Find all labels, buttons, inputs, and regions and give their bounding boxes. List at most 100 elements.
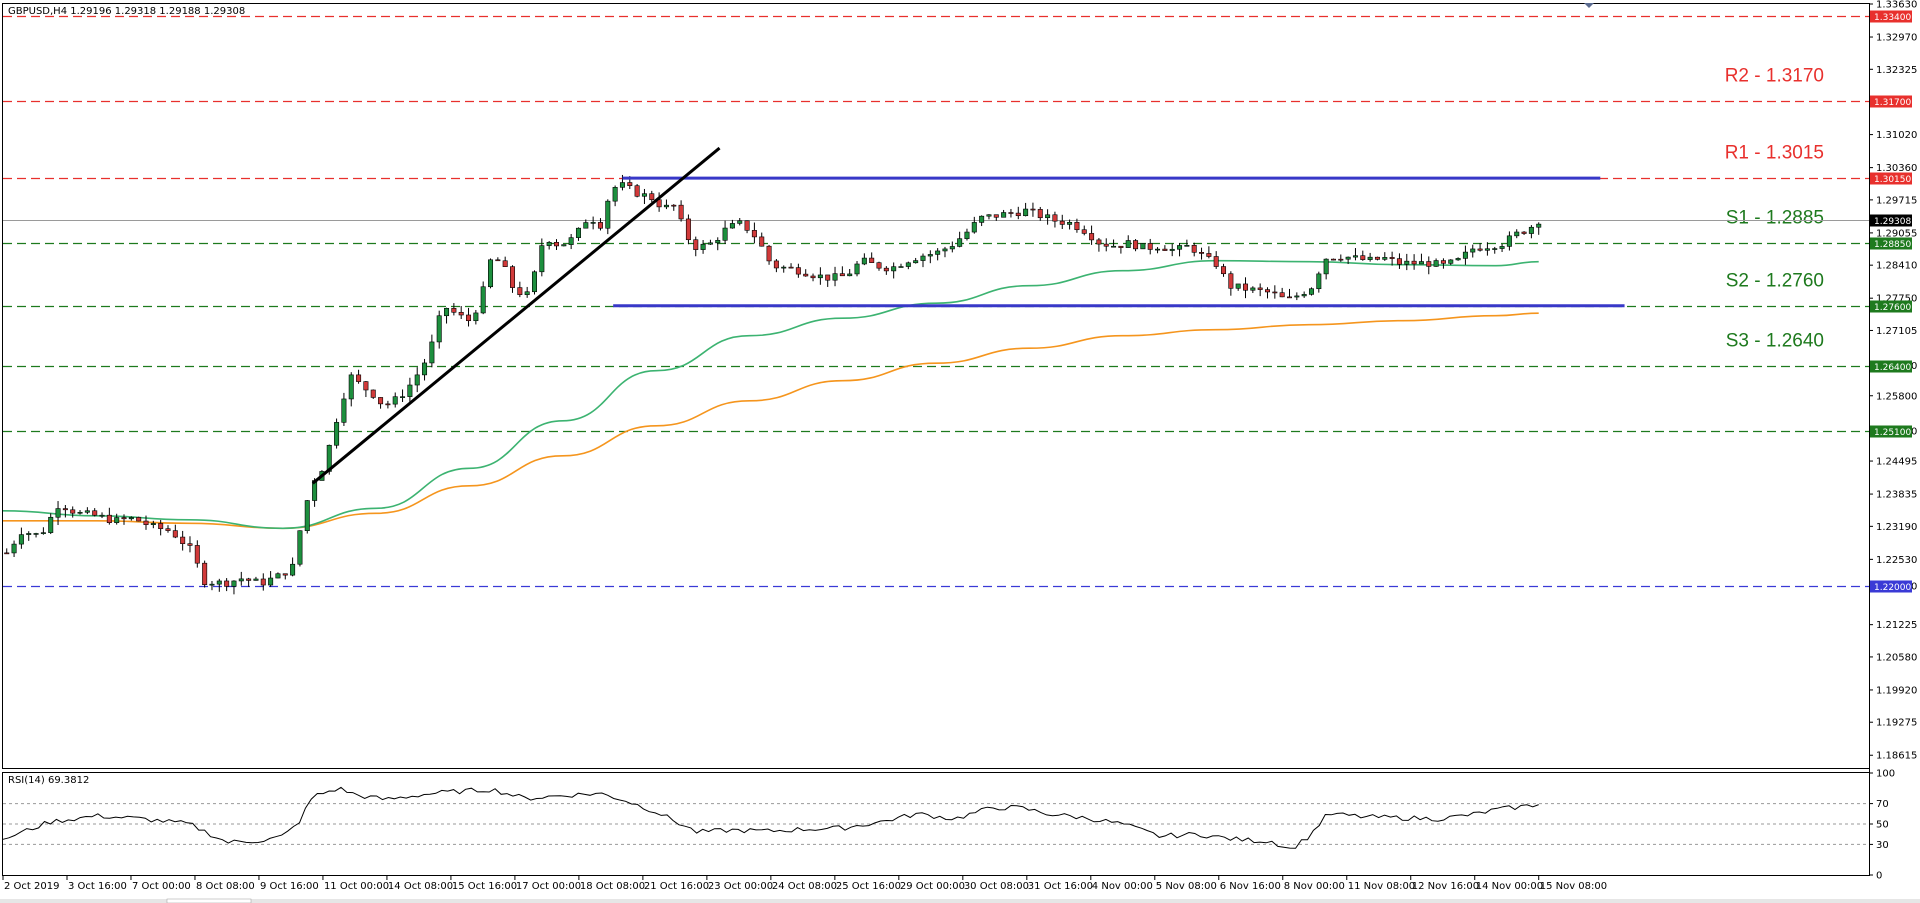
time-axis-layer: 2 Oct 2019 3 Oct 16:00 7 Oct 00:00 8 Oct 08… bbox=[2, 876, 1607, 892]
candle-bull bbox=[641, 193, 647, 197]
time-tick-label: 31 Oct 16:00 bbox=[1028, 881, 1093, 892]
rsi-tick-label: 70 bbox=[1876, 799, 1889, 810]
candle-bull bbox=[1308, 288, 1314, 295]
candle-bear bbox=[773, 260, 779, 269]
shift-marker-icon[interactable] bbox=[1584, 3, 1594, 8]
level-label: R1 - 1.3015 bbox=[1725, 143, 1824, 164]
candle-bear bbox=[678, 204, 684, 220]
rsi-tick-label: 30 bbox=[1876, 840, 1889, 851]
candle-bear bbox=[1162, 248, 1168, 251]
candle-bull bbox=[304, 500, 310, 531]
time-tick-label: 7 Oct 00:00 bbox=[132, 881, 191, 892]
price-tick-label: 1.29055 bbox=[1876, 228, 1917, 239]
candle-bear bbox=[788, 266, 794, 269]
candle-bull bbox=[964, 231, 970, 239]
candle-bear bbox=[1374, 256, 1380, 260]
candle-bear bbox=[106, 514, 112, 523]
candle-bull bbox=[1514, 231, 1520, 237]
candle-bull bbox=[1404, 260, 1410, 265]
candle-bear bbox=[458, 311, 464, 316]
candle-bear bbox=[1052, 214, 1058, 222]
candle-bear bbox=[1243, 283, 1249, 291]
candle-bear bbox=[136, 517, 142, 522]
candle-bull bbox=[238, 578, 244, 582]
candle-bull bbox=[268, 577, 274, 586]
level-price-tag-text: 1.27600 bbox=[1874, 303, 1911, 313]
candle-bear bbox=[1118, 245, 1124, 248]
candle-bull bbox=[531, 271, 537, 293]
time-tick-label: 21 Oct 16:00 bbox=[644, 881, 709, 892]
level-label: S2 - 1.2760 bbox=[1726, 271, 1824, 292]
candle-bull bbox=[436, 315, 442, 343]
candle-bear bbox=[451, 307, 457, 313]
candle-bull bbox=[55, 508, 61, 518]
candle-bull bbox=[392, 396, 398, 405]
candle-bull bbox=[334, 422, 340, 446]
price-tick-label: 1.23190 bbox=[1876, 522, 1917, 533]
candle-bear bbox=[495, 259, 501, 262]
candle-bull bbox=[1536, 223, 1542, 228]
candle-bull bbox=[568, 237, 574, 245]
rsi-tick-label: 0 bbox=[1876, 871, 1882, 882]
candle-bull bbox=[561, 244, 567, 247]
tab-active[interactable] bbox=[166, 898, 252, 903]
candle-bull bbox=[861, 257, 867, 265]
candle-bull bbox=[473, 312, 479, 322]
time-tick-label: 8 Nov 00:00 bbox=[1284, 881, 1345, 892]
candle-bull bbox=[1177, 245, 1183, 250]
candle-bull bbox=[612, 187, 618, 202]
overlay-layer bbox=[311, 146, 1625, 485]
tab-strip[interactable] bbox=[0, 899, 1920, 903]
candle-bull bbox=[1316, 273, 1322, 290]
candle-bull bbox=[422, 362, 428, 376]
candle-bear bbox=[1440, 260, 1446, 264]
candle-bull bbox=[546, 242, 552, 246]
candle-bear bbox=[1133, 240, 1139, 250]
candle-bull bbox=[524, 291, 530, 295]
time-tick-label: 5 Nov 08:00 bbox=[1156, 881, 1217, 892]
candle-bull bbox=[77, 511, 83, 514]
candle-bear bbox=[803, 273, 809, 277]
candle-bull bbox=[1484, 248, 1490, 251]
time-tick-label: 11 Oct 00:00 bbox=[324, 881, 389, 892]
candle-bull bbox=[407, 384, 413, 397]
candle-bear bbox=[1147, 243, 1153, 250]
candle-bear bbox=[1360, 255, 1366, 260]
candle-bull bbox=[488, 259, 494, 288]
trendline bbox=[311, 146, 721, 485]
candle-bear bbox=[4, 552, 10, 555]
candle-bear bbox=[165, 528, 171, 531]
candle-bear bbox=[693, 239, 699, 250]
time-tick-label: 11 Nov 08:00 bbox=[1348, 881, 1415, 892]
candle-bear bbox=[839, 273, 845, 277]
candle-bear bbox=[1221, 266, 1227, 275]
candle-bear bbox=[795, 267, 801, 275]
levels-layer: R3 - 1.3340 R2 - 1.3170 R1 - 1.3015 S1 - 1.… bbox=[3, 0, 1869, 588]
candle-bear bbox=[246, 578, 252, 581]
candle-bear bbox=[1477, 248, 1483, 251]
candle-bull bbox=[290, 563, 296, 576]
candle-bear bbox=[744, 220, 750, 231]
candle-bear bbox=[172, 530, 178, 538]
candle-bull bbox=[722, 227, 728, 241]
candle-bull bbox=[986, 214, 992, 217]
level-price-tag bbox=[1870, 580, 1912, 593]
candle-bear bbox=[649, 193, 655, 201]
candle-bull bbox=[1235, 283, 1241, 289]
candle-bull bbox=[1345, 256, 1351, 260]
candle-bull bbox=[150, 523, 156, 525]
candle-bull bbox=[1169, 248, 1175, 251]
candle-bear bbox=[1228, 273, 1234, 289]
candle-bear bbox=[370, 389, 376, 398]
price-tick-label: 1.23835 bbox=[1876, 490, 1917, 501]
candle-bear bbox=[1059, 220, 1065, 225]
candle-bear bbox=[1015, 212, 1021, 217]
candle-bull bbox=[128, 517, 134, 520]
candle-bull bbox=[231, 580, 237, 587]
time-tick-label: 15 Oct 16:00 bbox=[452, 881, 517, 892]
candle-bull bbox=[583, 222, 589, 229]
candle-bull bbox=[971, 222, 977, 233]
price-tick-label: 1.21225 bbox=[1876, 620, 1917, 631]
candle-bear bbox=[685, 218, 691, 241]
